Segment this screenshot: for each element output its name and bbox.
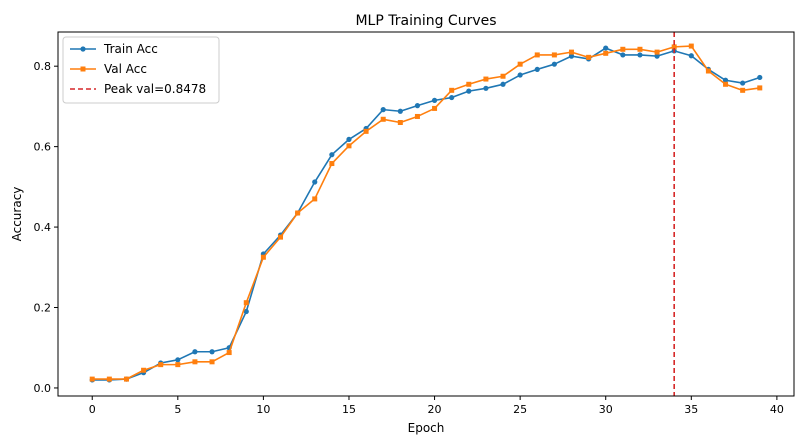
data-point-val-acc [757, 85, 763, 91]
data-point-val-acc [517, 61, 523, 67]
data-point-train-acc [757, 74, 763, 81]
data-point-val-acc [688, 43, 694, 49]
data-point-val-acc [620, 46, 626, 52]
data-point-train-acc [329, 152, 335, 158]
data-point-train-acc [688, 53, 694, 59]
data-point-val-acc [226, 350, 232, 356]
data-point-train-acc [312, 179, 318, 185]
data-point-val-acc [551, 52, 557, 58]
data-point-val-acc [278, 234, 284, 240]
y-axis-label: Accuracy [10, 187, 24, 242]
data-point-train-acc [209, 349, 215, 355]
data-point-val-acc [534, 52, 540, 58]
data-point-val-acc [466, 81, 472, 87]
data-point-val-acc [671, 44, 677, 50]
data-point-val-acc [175, 362, 181, 368]
plot-area [89, 32, 763, 396]
y-tick-label: 0.0 [34, 382, 52, 395]
x-axis-ticks: 0 5 10 15 20 25 30 35 40 [89, 396, 784, 416]
data-point-val-acc [637, 46, 643, 52]
y-axis-ticks: 0.0 0.2 0.4 0.6 0.8 [34, 60, 58, 395]
data-point-train-acc [568, 53, 575, 59]
data-point-train-acc [534, 66, 540, 73]
data-point-val-acc [449, 87, 455, 93]
data-point-val-acc [260, 254, 266, 260]
x-tick-label: 30 [599, 403, 613, 416]
data-point-val-acc [346, 143, 352, 149]
data-point-val-acc [312, 196, 318, 202]
data-point-val-acc [329, 161, 335, 167]
data-point-train-acc [380, 107, 386, 113]
legend-marker-val-acc [80, 66, 86, 72]
data-point-train-acc [397, 108, 403, 114]
legend: Train Acc Val Acc Peak val=0.8478 [62, 36, 220, 104]
data-point-val-acc [192, 359, 198, 365]
data-point-train-acc [637, 52, 643, 58]
x-tick-label: 25 [513, 403, 527, 416]
data-point-train-acc [175, 357, 181, 363]
data-point-train-acc [740, 80, 746, 86]
data-point-val-acc [723, 81, 729, 87]
legend-box [62, 36, 220, 104]
data-point-train-acc [551, 61, 557, 67]
legend-marker-train-acc [80, 46, 86, 52]
data-point-val-acc [586, 54, 592, 60]
x-tick-label: 15 [342, 403, 356, 416]
data-point-val-acc [432, 105, 438, 111]
x-tick-label: 20 [428, 403, 442, 416]
data-point-val-acc [141, 367, 147, 373]
data-point-val-acc [89, 376, 95, 382]
legend-label-peak: Peak val=0.8478 [104, 82, 206, 96]
data-point-val-acc [414, 113, 420, 119]
data-point-val-acc [654, 49, 660, 55]
y-tick-label: 0.8 [34, 60, 52, 73]
chart-title: MLP Training Curves [355, 13, 496, 29]
data-point-train-acc [483, 85, 489, 91]
data-point-train-acc [517, 72, 523, 78]
legend-label-train-acc: Train Acc [103, 42, 158, 56]
data-point-val-acc [295, 210, 301, 216]
data-point-val-acc [106, 376, 112, 382]
axes-frame [57, 31, 795, 397]
data-point-train-acc [500, 81, 506, 87]
x-tick-label: 0 [89, 403, 96, 416]
data-point-train-acc [431, 97, 438, 103]
data-point-val-acc [209, 359, 215, 365]
x-tick-label: 10 [256, 403, 270, 416]
data-point-val-acc [483, 76, 489, 82]
data-point-train-acc [243, 308, 249, 315]
legend-label-val-acc: Val Acc [104, 62, 147, 76]
x-axis-label: Epoch [408, 421, 445, 435]
x-tick-label: 5 [174, 403, 181, 416]
data-point-train-acc [192, 349, 198, 355]
data-point-val-acc [380, 116, 386, 122]
data-point-val-acc [158, 362, 164, 368]
x-tick-label: 40 [770, 403, 784, 416]
series-line-val-acc [92, 45, 760, 380]
data-point-val-acc [568, 49, 574, 55]
data-point-val-acc [123, 376, 129, 382]
x-tick-label: 35 [684, 403, 698, 416]
data-point-val-acc [500, 73, 506, 79]
data-point-val-acc [363, 128, 369, 134]
data-point-train-acc [722, 77, 729, 83]
series-line-train-acc [92, 47, 761, 381]
data-point-train-acc [466, 88, 472, 94]
data-point-val-acc [740, 87, 746, 93]
data-point-train-acc [346, 136, 352, 142]
data-point-train-acc [449, 94, 455, 101]
data-point-val-acc [705, 68, 711, 74]
data-point-val-acc [603, 50, 609, 56]
data-point-train-acc [654, 53, 660, 59]
data-point-train-acc [603, 45, 609, 51]
y-tick-label: 0.4 [34, 221, 52, 234]
data-point-train-acc [620, 52, 626, 58]
data-point-val-acc [397, 119, 403, 125]
y-tick-label: 0.6 [34, 141, 52, 154]
data-point-val-acc [243, 300, 249, 306]
data-point-train-acc [414, 103, 421, 109]
y-tick-label: 0.2 [34, 302, 52, 315]
